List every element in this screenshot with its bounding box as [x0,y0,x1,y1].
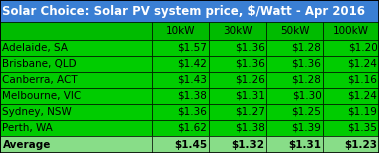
Bar [266,72,323,88]
Bar [266,120,323,136]
Bar [266,104,323,120]
Text: Sydney, NSW: Sydney, NSW [3,107,72,117]
Bar [0,104,152,120]
Text: $1.30: $1.30 [292,91,321,101]
Text: $1.57: $1.57 [178,43,207,53]
Text: $1.38: $1.38 [235,123,265,133]
Text: $1.23: $1.23 [345,140,377,149]
Bar [152,104,209,120]
Bar [209,40,266,56]
Text: 10kW: 10kW [166,26,195,36]
Bar [0,72,152,88]
Bar [323,136,379,153]
Text: $1.27: $1.27 [235,107,265,117]
Bar [0,22,152,40]
Bar [0,136,152,153]
Text: Brisbane, QLD: Brisbane, QLD [3,59,77,69]
Text: $1.31: $1.31 [288,140,321,149]
Text: $1.62: $1.62 [178,123,207,133]
Text: Perth, WA: Perth, WA [3,123,53,133]
Bar [266,136,323,153]
Text: $1.28: $1.28 [291,75,321,85]
Text: 30kW: 30kW [223,26,252,36]
Text: 50kW: 50kW [280,26,309,36]
Text: $1.26: $1.26 [235,75,265,85]
Text: $1.16: $1.16 [348,75,377,85]
Text: Average: Average [3,140,51,149]
Bar [209,120,266,136]
Bar [0,40,152,56]
Text: Canberra, ACT: Canberra, ACT [3,75,78,85]
Bar [209,56,266,72]
Bar [209,22,266,40]
Text: $1.28: $1.28 [291,43,321,53]
Text: $1.36: $1.36 [291,59,321,69]
Bar [152,120,209,136]
Bar [323,40,379,56]
Text: $1.32: $1.32 [232,140,265,149]
Bar [152,88,209,104]
Text: $1.24: $1.24 [348,91,377,101]
Bar [152,72,209,88]
Text: $1.38: $1.38 [178,91,207,101]
Text: Adelaide, SA: Adelaide, SA [3,43,69,53]
Text: $1.19: $1.19 [348,107,377,117]
Bar [0,56,152,72]
Bar [152,22,209,40]
Text: Solar Choice: Solar PV system price, $/Watt - Apr 2016: Solar Choice: Solar PV system price, $/W… [3,4,365,17]
Bar [266,40,323,56]
Bar [323,88,379,104]
Text: $1.36: $1.36 [235,43,265,53]
Text: $1.42: $1.42 [178,59,207,69]
Text: $1.25: $1.25 [291,107,321,117]
Bar [152,56,209,72]
Bar [323,56,379,72]
Text: $1.36: $1.36 [178,107,207,117]
Text: $1.24: $1.24 [348,59,377,69]
Bar [0,0,379,22]
Bar [323,104,379,120]
Bar [209,104,266,120]
Bar [0,88,152,104]
Bar [266,88,323,104]
Text: $1.35: $1.35 [348,123,377,133]
Text: $1.43: $1.43 [178,75,207,85]
Text: $1.39: $1.39 [291,123,321,133]
Bar [152,136,209,153]
Bar [209,136,266,153]
Text: $1.45: $1.45 [174,140,207,149]
Text: $1.31: $1.31 [235,91,265,101]
Bar [209,72,266,88]
Bar [266,22,323,40]
Text: $1.20: $1.20 [348,43,377,53]
Bar [152,40,209,56]
Text: 100kW: 100kW [333,26,369,36]
Text: $1.36: $1.36 [235,59,265,69]
Bar [323,72,379,88]
Bar [323,120,379,136]
Bar [323,22,379,40]
Bar [209,88,266,104]
Bar [0,120,152,136]
Bar [266,56,323,72]
Text: Melbourne, VIC: Melbourne, VIC [3,91,82,101]
